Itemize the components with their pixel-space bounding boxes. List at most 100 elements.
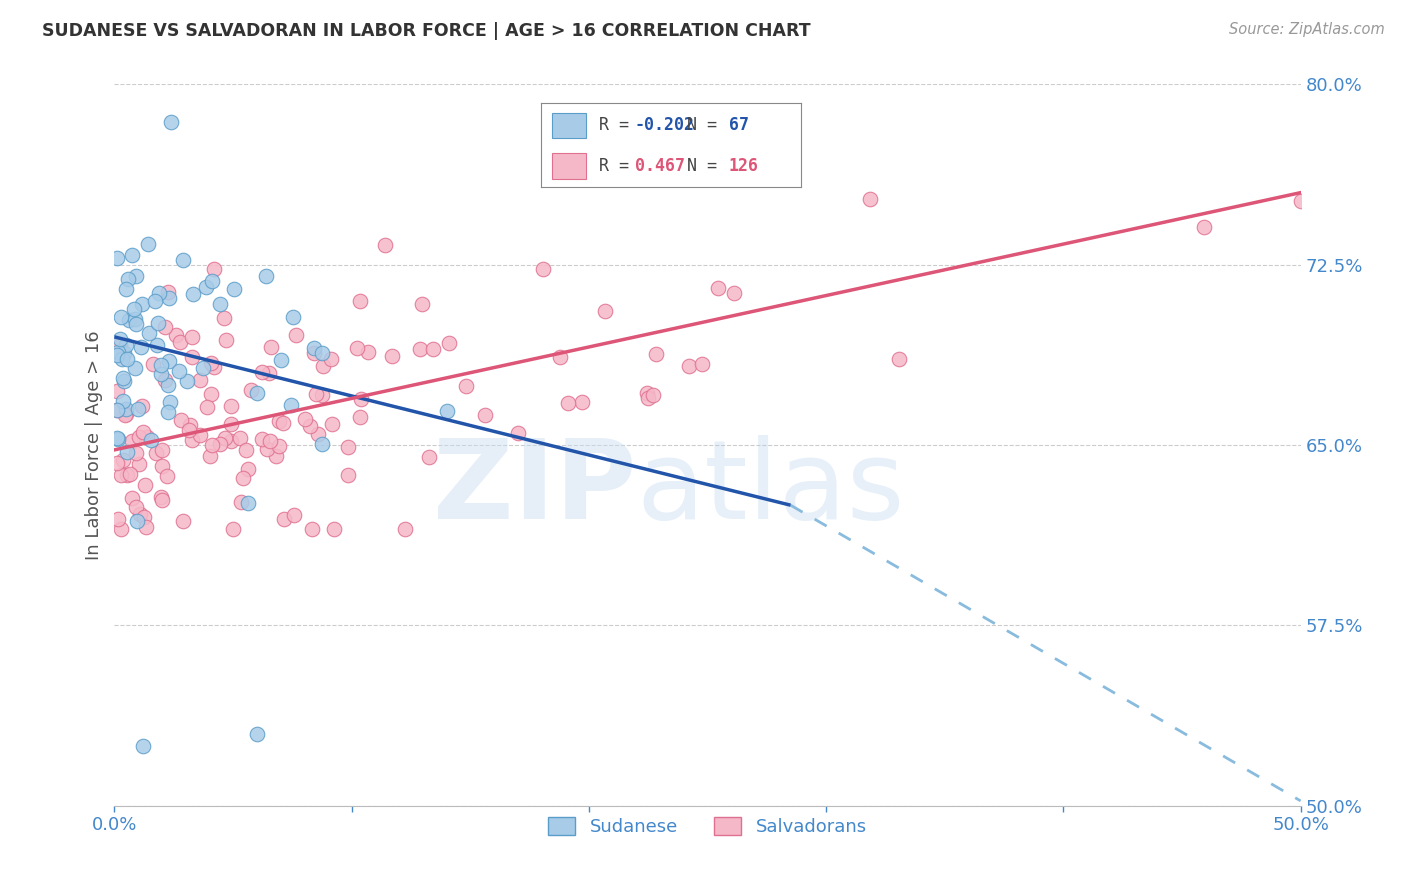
Point — [125, 318, 148, 332]
Point — [723, 286, 745, 301]
Point — [219, 434, 242, 449]
Point — [115, 337, 138, 351]
Point — [115, 407, 138, 421]
Point — [107, 512, 129, 526]
Point — [105, 431, 128, 445]
Point — [678, 359, 700, 373]
Point — [176, 374, 198, 388]
Point — [643, 388, 665, 402]
Point — [307, 426, 329, 441]
Point — [150, 442, 173, 457]
Point — [110, 468, 132, 483]
Point — [200, 356, 222, 370]
Point — [179, 417, 201, 432]
Text: N =: N = — [688, 157, 727, 175]
Point — [117, 272, 139, 286]
Point — [298, 418, 321, 433]
Point — [214, 431, 236, 445]
Point — [254, 269, 277, 284]
Point — [349, 410, 371, 425]
Point — [112, 370, 135, 384]
Y-axis label: In Labor Force | Age > 16: In Labor Force | Age > 16 — [86, 330, 103, 560]
Point — [222, 282, 245, 296]
Point — [200, 450, 222, 464]
Point — [115, 352, 138, 367]
Text: atlas: atlas — [637, 434, 905, 541]
Point — [215, 333, 238, 347]
Point — [121, 248, 143, 262]
Point — [131, 425, 153, 439]
Point — [246, 386, 269, 401]
Point — [259, 434, 281, 449]
Point — [107, 432, 129, 446]
Bar — [551, 153, 585, 178]
Point — [240, 384, 263, 398]
Point — [209, 437, 232, 451]
Point — [105, 456, 128, 470]
Point — [304, 346, 326, 360]
Point — [159, 395, 181, 409]
Point — [257, 367, 280, 381]
Point — [212, 311, 235, 326]
Point — [859, 192, 882, 206]
Point — [311, 388, 333, 402]
Point — [202, 262, 225, 277]
Point — [280, 398, 302, 412]
Point — [124, 311, 146, 326]
Point — [148, 286, 170, 301]
Point — [321, 417, 343, 431]
Point — [260, 340, 283, 354]
Point — [157, 291, 180, 305]
Point — [394, 522, 416, 536]
Point — [124, 361, 146, 376]
Point — [135, 520, 157, 534]
Point — [131, 400, 153, 414]
Point — [323, 522, 346, 536]
Point — [111, 453, 134, 467]
Point — [346, 342, 368, 356]
Point — [408, 342, 430, 356]
Point — [146, 316, 169, 330]
Point — [120, 65, 142, 79]
Point — [121, 434, 143, 448]
Point — [202, 359, 225, 374]
Point — [127, 401, 149, 416]
Point — [311, 436, 333, 450]
Point — [172, 252, 194, 267]
Point — [181, 434, 204, 448]
Text: 126: 126 — [728, 157, 759, 175]
Point — [125, 446, 148, 460]
Text: Source: ZipAtlas.com: Source: ZipAtlas.com — [1229, 22, 1385, 37]
Point — [111, 352, 134, 367]
Point — [188, 373, 211, 387]
Point — [200, 387, 222, 401]
Point — [349, 294, 371, 309]
Legend: Sudanese, Salvadorans: Sudanese, Salvadorans — [541, 810, 875, 844]
Point — [270, 352, 292, 367]
Point — [136, 430, 159, 444]
Point — [304, 341, 326, 355]
Point — [1192, 220, 1215, 235]
Point — [191, 360, 214, 375]
Point — [439, 335, 461, 350]
Point — [149, 490, 172, 504]
Point — [153, 373, 176, 387]
Point — [194, 280, 217, 294]
Point — [201, 274, 224, 288]
Point — [122, 302, 145, 317]
Point — [228, 431, 250, 445]
Point — [269, 439, 291, 453]
Text: R =: R = — [599, 157, 648, 175]
Point — [637, 385, 659, 400]
Point — [107, 345, 129, 359]
Point — [150, 367, 173, 381]
Point — [264, 450, 287, 464]
Point — [165, 327, 187, 342]
Text: 67: 67 — [728, 117, 748, 135]
Point — [114, 346, 136, 360]
Point — [131, 297, 153, 311]
Point — [157, 354, 180, 368]
Text: ZIP: ZIP — [433, 434, 637, 541]
Point — [236, 496, 259, 510]
Point — [125, 514, 148, 528]
